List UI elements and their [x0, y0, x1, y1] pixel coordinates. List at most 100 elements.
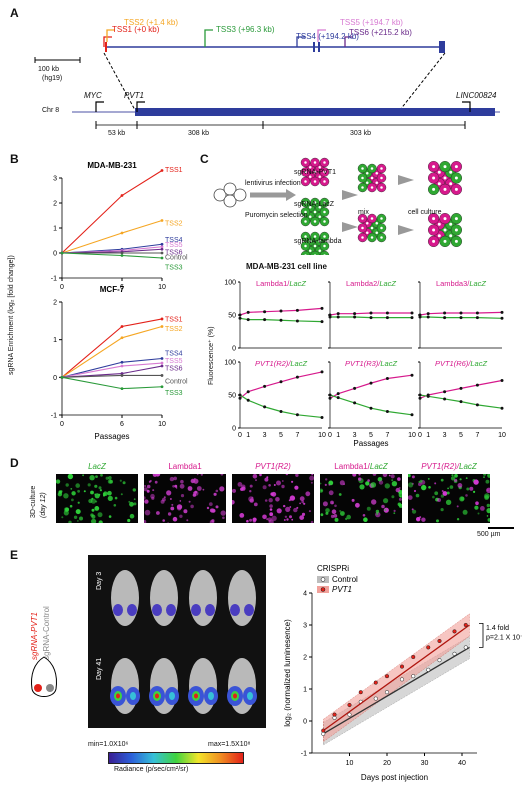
cell-spot: [331, 509, 337, 514]
data-point: [385, 311, 389, 315]
cell-spot: [333, 514, 338, 518]
cell-spot: [319, 482, 322, 485]
data-point: [238, 313, 242, 317]
cell-spot: [447, 487, 449, 490]
data-point: [369, 311, 373, 315]
nucleus: [318, 166, 321, 169]
series-line: [61, 374, 162, 378]
cell-spot: [180, 494, 185, 498]
data-point: [336, 312, 340, 316]
cell-spot: [301, 500, 305, 504]
data-point: [459, 400, 463, 404]
cell-spot: [320, 489, 323, 492]
cell-spot: [293, 507, 298, 513]
panel-a-diagram: [34, 29, 500, 129]
cell-spot: [291, 518, 294, 521]
data-point: [160, 374, 164, 377]
lacz-cells: [300, 197, 330, 227]
cell-spot: [362, 514, 366, 517]
mouse-body: [228, 570, 256, 626]
cell-spot: [383, 507, 389, 513]
y-tick-label: 0: [232, 346, 236, 353]
cell-spot: [486, 489, 489, 491]
data-point: [160, 325, 164, 328]
tumor-signal: [230, 604, 240, 616]
sg-lacz-label: sgRNA-LacZ: [294, 201, 335, 208]
cell-spot: [382, 472, 388, 478]
cell-spot: [94, 506, 100, 511]
tumor-core: [130, 692, 136, 700]
tss-position: (+215.2 kb): [371, 28, 412, 37]
cell-spot: [119, 479, 122, 482]
mouse-image: [110, 658, 140, 714]
data-point: [160, 364, 164, 368]
tss-name: TSS1: [112, 25, 133, 34]
x-tick-label: 7: [385, 432, 389, 439]
cell-spot: [230, 500, 235, 505]
data-point: [160, 245, 164, 249]
cell-spot: [370, 482, 377, 488]
cell-spot: [253, 502, 258, 507]
subplot-title: PVT1(R2)/LacZ: [255, 359, 308, 368]
series-label: TSS5: [165, 242, 183, 249]
series-label: TSS4: [165, 350, 183, 357]
sg-control-vertical: sgRNA-Control: [42, 606, 51, 660]
cell-spot: [465, 477, 468, 479]
arrow: [342, 222, 358, 232]
cell-spot: [169, 498, 172, 500]
cell-spot: [142, 519, 147, 524]
data-point: [410, 413, 414, 417]
cell-spot: [311, 473, 314, 476]
cell-spot: [391, 479, 394, 482]
cell-spot: [105, 476, 109, 480]
data-point: [459, 386, 463, 390]
x-tick-label: 10: [158, 284, 166, 291]
cell-spot: [285, 506, 291, 512]
cell-spot: [456, 518, 460, 521]
legend-label: PVT1: [332, 585, 352, 594]
mouse-body: [189, 570, 217, 626]
cell-spots: [318, 472, 404, 522]
plain-cell: [233, 188, 247, 202]
nucleus: [366, 222, 369, 225]
tumor-hot: [233, 693, 237, 699]
cell-spot: [299, 515, 305, 520]
data-point: [426, 645, 431, 650]
tss-name: TSS2: [124, 18, 145, 27]
pvt1-tumor-dot: [34, 684, 42, 692]
mouse-body: [228, 658, 256, 714]
x-axis-label: Passages: [94, 432, 129, 441]
cell-spot: [107, 490, 112, 496]
data-point: [500, 406, 504, 410]
cell-spot: [345, 517, 348, 521]
cell-spot: [133, 502, 137, 506]
x-tick-label: 6: [120, 284, 124, 291]
cell-spot: [367, 479, 370, 482]
data-point: [418, 393, 422, 397]
nucleus: [323, 201, 326, 204]
series-label: TSS3: [165, 264, 183, 271]
y-tick-label: 0: [303, 719, 307, 726]
data-point: [358, 690, 363, 695]
mouse-image: [150, 570, 178, 626]
nucleus: [454, 217, 458, 221]
distance-303: 303 kb: [350, 130, 372, 137]
cell-spot: [355, 502, 360, 508]
data-point: [160, 357, 164, 360]
radiance-label: Radiance (p/sec/cm²/sr): [114, 766, 189, 773]
y-tick-label: 3: [303, 623, 307, 630]
x-tick-label: 10: [318, 432, 326, 439]
micro-scale-label: 500 µm: [477, 531, 501, 538]
microscopy-image: [318, 472, 404, 523]
tss-label-1: TSS1 (+0 kb): [112, 25, 159, 34]
culture-cells-top: [428, 161, 463, 196]
cell-spot: [103, 494, 105, 497]
tumor-core: [247, 692, 253, 700]
distance-308: 308 kb: [188, 130, 210, 137]
data-point: [369, 316, 373, 320]
nucleus: [323, 170, 326, 174]
cell-spot: [220, 472, 224, 476]
nucleus: [437, 234, 441, 238]
cell-spot: [395, 487, 400, 493]
x-tick-label: 5: [369, 432, 373, 439]
